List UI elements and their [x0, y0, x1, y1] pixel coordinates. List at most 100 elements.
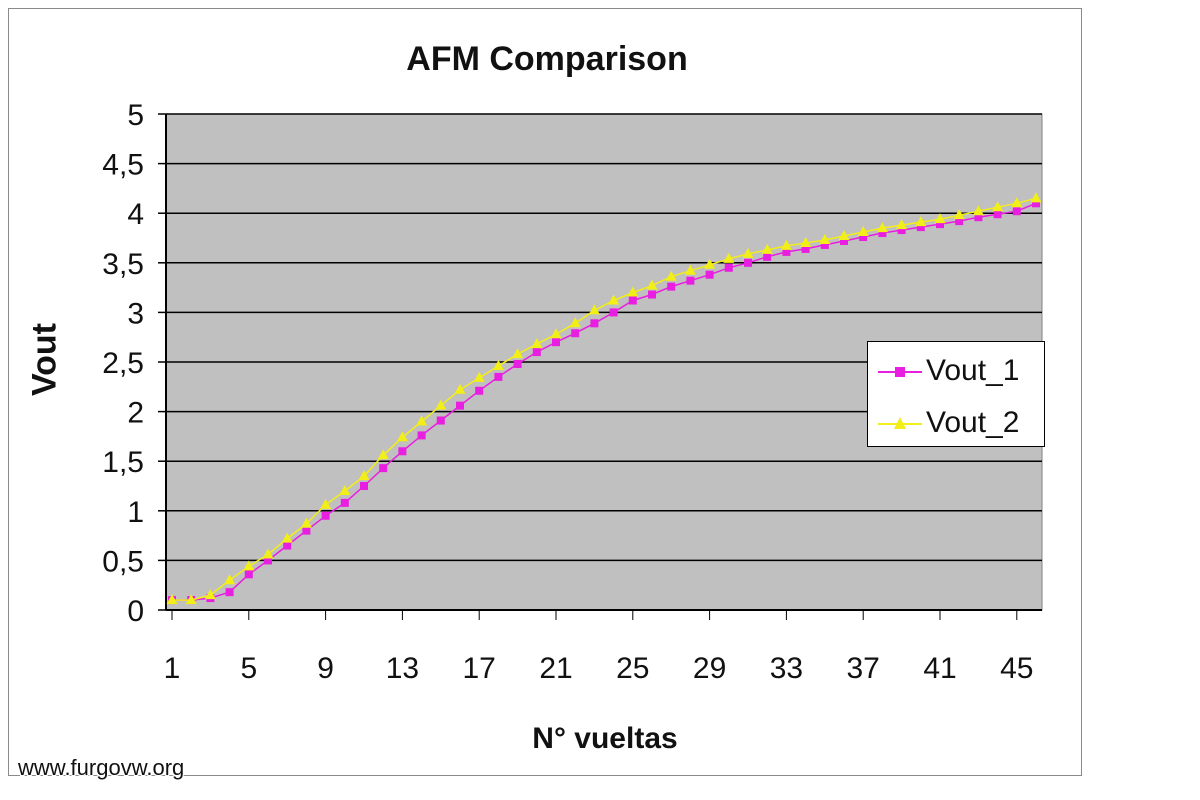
- data-point-vout-2: [800, 236, 812, 247]
- square-marker-icon: [878, 367, 922, 377]
- data-point-vout-1: [532, 348, 541, 357]
- x-tick-label: 1: [164, 652, 181, 685]
- watermark-text: www.furgovw.org: [18, 755, 185, 780]
- x-axis-title: N° vueltas: [532, 722, 678, 755]
- x-tick-label: 17: [463, 652, 496, 685]
- data-point-vout-2: [358, 470, 370, 481]
- data-point-vout-1: [302, 526, 311, 535]
- legend: Vout_1 Vout_2: [867, 341, 1045, 447]
- data-point-vout-2: [204, 589, 216, 600]
- data-point-vout-1: [571, 329, 580, 338]
- data-point-vout-1: [552, 338, 560, 347]
- data-point-vout-2: [588, 304, 600, 315]
- data-point-vout-2: [1011, 197, 1023, 208]
- x-tick-label: 41: [923, 652, 956, 685]
- chart-title: AFM Comparison: [406, 40, 688, 78]
- data-point-vout-1: [321, 511, 330, 520]
- data-point-vout-1: [916, 223, 925, 232]
- legend-item-vout-1: Vout_1: [868, 352, 1046, 392]
- data-point-vout-1: [456, 401, 464, 410]
- data-point-vout-1: [859, 233, 868, 242]
- data-point-vout-1: [360, 482, 368, 490]
- data-point-vout-1: [744, 258, 752, 267]
- data-point-vout-2: [953, 209, 965, 220]
- y-tick-label: 1,5: [102, 446, 144, 479]
- x-tick-label: 45: [1000, 652, 1033, 685]
- data-point-vout-1: [648, 290, 656, 299]
- data-point-vout-2: [569, 317, 581, 328]
- data-point-vout-1: [897, 226, 906, 235]
- data-point-vout-2: [915, 216, 927, 227]
- data-point-vout-1: [494, 372, 503, 381]
- data-point-vout-2: [396, 431, 408, 442]
- data-point-vout-2: [531, 338, 543, 349]
- data-point-vout-1: [667, 282, 676, 291]
- data-point-vout-1: [264, 556, 272, 565]
- legend-item-vout-2: Vout_2: [868, 404, 1046, 444]
- data-point-vout-2: [166, 594, 178, 605]
- data-point-vout-1: [993, 210, 1002, 219]
- data-point-vout-2: [992, 201, 1004, 212]
- triangle-marker-icon: [878, 417, 922, 429]
- data-point-vout-1: [936, 220, 944, 229]
- y-tick-label: 3: [127, 297, 144, 330]
- data-point-vout-1: [513, 359, 522, 368]
- data-point-vout-1: [628, 296, 637, 305]
- data-point-vout-1: [225, 588, 234, 597]
- data-point-vout-1: [1012, 207, 1021, 216]
- y-tick-label: 0: [127, 595, 144, 628]
- data-point-vout-2: [934, 213, 946, 224]
- data-point-vout-1: [436, 416, 445, 425]
- data-point-vout-2: [473, 371, 485, 382]
- data-point-vout-2: [896, 219, 908, 230]
- legend-label-vout-2: Vout_2: [926, 406, 1020, 439]
- x-tick-label: 29: [693, 652, 726, 685]
- series-line-1: [172, 202, 1037, 601]
- series-line-2: [172, 197, 1037, 601]
- data-point-vout-2: [627, 286, 639, 297]
- y-tick-label: 0,5: [102, 545, 144, 578]
- data-point-vout-2: [1030, 192, 1042, 203]
- x-tick-label: 37: [847, 652, 880, 685]
- data-point-vout-2: [243, 560, 255, 571]
- data-point-vout-1: [1032, 199, 1040, 208]
- data-point-vout-2: [281, 532, 293, 543]
- data-point-vout-2: [512, 348, 524, 359]
- data-point-vout-2: [876, 222, 888, 233]
- data-point-vout-2: [185, 594, 197, 605]
- x-tick-label: 25: [616, 652, 649, 685]
- data-point-vout-1: [475, 386, 484, 395]
- data-point-vout-1: [609, 308, 618, 317]
- data-point-vout-1: [590, 319, 599, 328]
- data-point-vout-2: [492, 359, 504, 370]
- data-point-vout-1: [820, 240, 829, 249]
- y-tick-label: 4,5: [102, 149, 144, 182]
- y-tick-label: 2,5: [102, 347, 144, 380]
- data-point-vout-2: [377, 449, 389, 460]
- data-point-vout-1: [763, 252, 772, 261]
- data-point-vout-1: [686, 276, 695, 285]
- data-point-vout-1: [705, 270, 714, 279]
- y-axis-title: Vout: [25, 323, 64, 397]
- data-point-vout-2: [224, 574, 236, 585]
- data-point-vout-2: [972, 205, 984, 216]
- x-tick-label: 33: [770, 652, 803, 685]
- x-tick-label: 9: [317, 652, 334, 685]
- data-point-vout-2: [665, 270, 677, 281]
- y-tick-label: 3,5: [102, 248, 144, 281]
- data-point-vout-2: [723, 252, 735, 263]
- data-point-vout-1: [340, 498, 349, 507]
- data-point-vout-2: [838, 230, 850, 241]
- y-tick-label: 5: [127, 99, 144, 132]
- data-point-vout-1: [974, 213, 983, 222]
- data-point-vout-2: [761, 243, 773, 254]
- y-tick-label: 1: [127, 496, 144, 529]
- data-point-vout-1: [398, 447, 407, 456]
- data-point-vout-1: [878, 229, 887, 238]
- data-point-vout-1: [840, 236, 848, 245]
- data-point-vout-1: [283, 541, 292, 550]
- data-point-vout-1: [782, 247, 791, 256]
- data-point-vout-2: [780, 239, 792, 250]
- data-point-vout-2: [320, 498, 332, 509]
- data-point-vout-2: [684, 264, 696, 275]
